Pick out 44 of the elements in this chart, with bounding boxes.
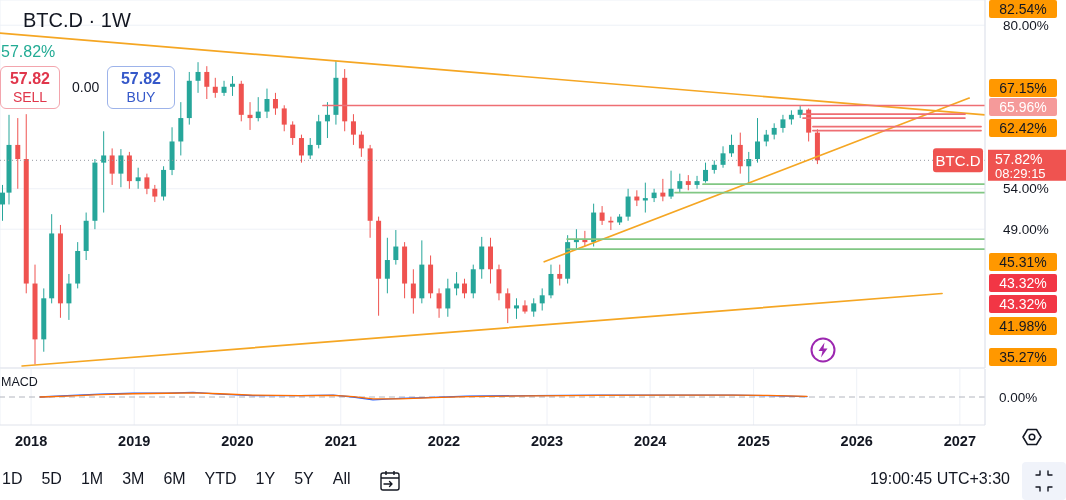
text: 1D: [2, 470, 23, 488]
text: 1M: [80, 470, 104, 488]
text: 41.98%: [989, 317, 1057, 335]
text: 65.96%: [989, 98, 1057, 116]
ref-line-label: 0.00%: [999, 389, 1038, 405]
ref-line-label: 57.82%: [995, 150, 1043, 167]
x-tick-label: 2023: [530, 433, 564, 449]
text: 3M: [122, 470, 145, 488]
x-tick-label: 2026: [840, 433, 873, 449]
text: All: [332, 470, 351, 488]
text: 35.27%: [989, 348, 1057, 366]
text: 5Y: [294, 470, 314, 488]
annotation: 57.82%: [1, 43, 56, 61]
text: 19:00:45 UTC+3:30: [869, 470, 1010, 488]
annotation: BUY: [126, 87, 156, 106]
x-tick-label: 2019: [118, 433, 151, 449]
x-tick-label: 2020: [221, 433, 254, 449]
y-tick-label: 54.00%: [1003, 181, 1049, 197]
text: 08:29:15: [995, 165, 1046, 181]
x-tick-label: 2022: [427, 433, 461, 449]
text: 5D: [41, 470, 62, 488]
text: YTD: [204, 470, 237, 488]
text: 6M: [163, 470, 186, 488]
x-tick-label: 2027: [943, 433, 976, 449]
x-tick-label: 2024: [634, 433, 667, 449]
x-tick-label: 2018: [14, 433, 48, 449]
x-tick-label: 2025: [737, 433, 770, 449]
text: 82.54%: [989, 0, 1057, 18]
annotation: 0.00: [72, 79, 100, 95]
y-tick-label: 49.00%: [1003, 221, 1049, 237]
y-tick-label: 80.00%: [1003, 17, 1049, 33]
annotation: BTC.D: [935, 151, 981, 169]
text: 43.32%: [989, 295, 1057, 313]
text: 62.42%: [989, 119, 1057, 137]
text: 43.32%: [989, 274, 1057, 292]
text: 67.15%: [989, 79, 1057, 97]
text: 45.31%: [989, 253, 1057, 271]
x-tick-label: 2021: [324, 433, 357, 449]
annotation: 57.82: [120, 69, 162, 88]
annotation: 57.82: [9, 69, 51, 88]
annotation: SELL: [12, 87, 48, 106]
chart-title: MACD: [1, 375, 38, 389]
text: BTC.D · 1W: [23, 9, 131, 32]
text: 1Y: [255, 470, 276, 488]
